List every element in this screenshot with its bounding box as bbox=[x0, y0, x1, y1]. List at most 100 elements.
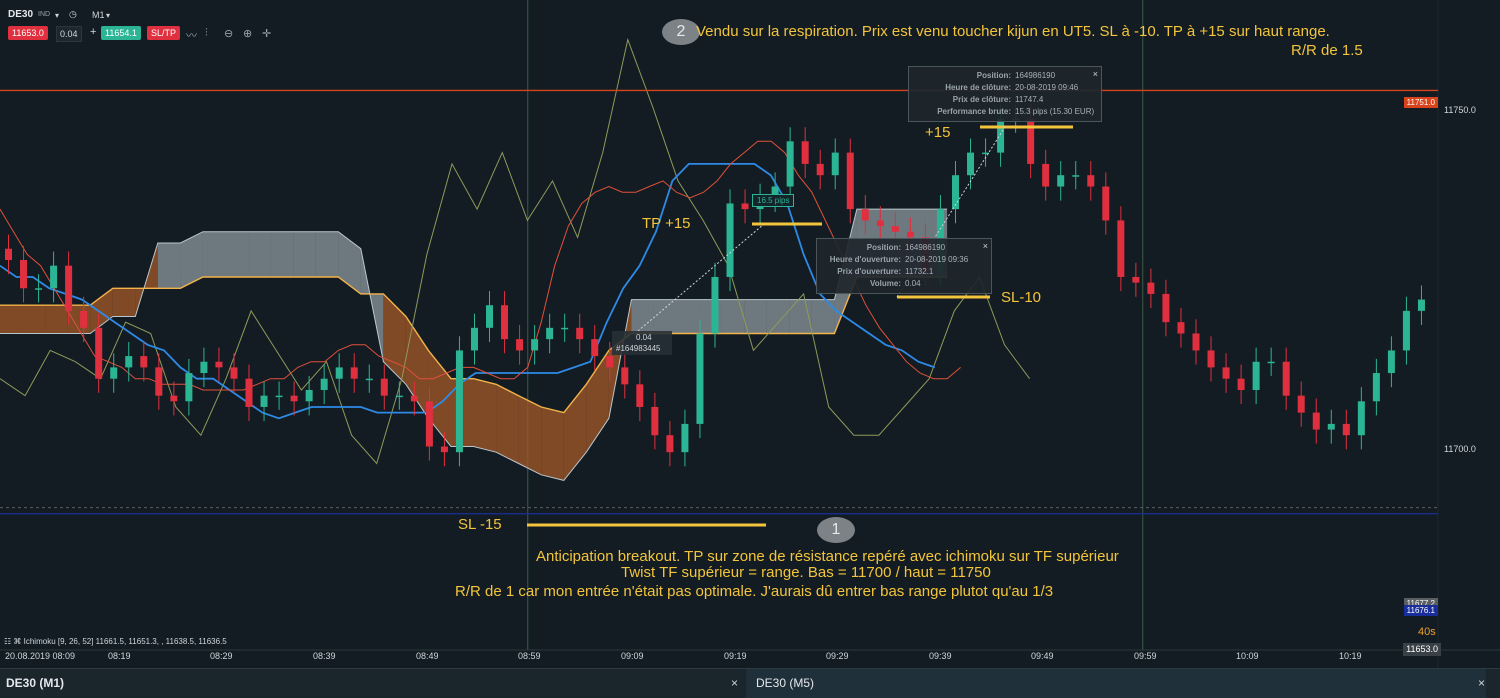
close-icon[interactable]: × bbox=[1478, 676, 1486, 690]
close-icon[interactable]: × bbox=[1092, 69, 1098, 79]
sltp-button[interactable]: SL/TP bbox=[147, 26, 181, 40]
candle-body bbox=[651, 406, 659, 436]
candle-body bbox=[380, 378, 388, 396]
order-tag-id: #164983445 bbox=[616, 344, 661, 353]
candle-body bbox=[215, 361, 223, 368]
annotation-text-1-line3: R/R de 1 car mon entrée n'était pas opti… bbox=[455, 583, 1054, 600]
candle-body bbox=[1042, 163, 1050, 187]
candle-body bbox=[831, 152, 839, 176]
symbol-label[interactable]: DE30 bbox=[8, 9, 34, 20]
candle-body bbox=[50, 265, 58, 289]
annotation-sl10: SL-10 bbox=[1001, 289, 1042, 306]
plus-icon[interactable]: + bbox=[90, 26, 97, 38]
candle-body bbox=[696, 333, 704, 424]
pips-tag: 16.5 pips bbox=[752, 194, 795, 207]
tooltip-row: Position: 164986190 bbox=[866, 243, 946, 252]
tooltip-close-position: × Position: 164986190 Heure de clôture: 20… bbox=[908, 66, 1102, 122]
candle-body bbox=[260, 395, 268, 407]
annotation-text-1-line1: Anticipation breakout. TP sur zone de ré… bbox=[536, 548, 1119, 565]
indicator-label[interactable]: ☷ ⌘ Ichimoku [9, 26, 52] 11661.5, 11651.… bbox=[4, 637, 227, 646]
candle-body bbox=[1222, 367, 1230, 379]
close-icon[interactable]: × bbox=[982, 241, 988, 251]
candle-body bbox=[591, 339, 599, 357]
tab-label: DE30 (M5) bbox=[756, 676, 815, 690]
kumo-segment bbox=[563, 384, 587, 481]
candle-body bbox=[666, 435, 674, 453]
candle-body bbox=[1117, 220, 1125, 277]
tooltip-row: Performance brute: 15.3 pips (15.30 EUR) bbox=[937, 107, 1095, 116]
candle-body bbox=[486, 305, 494, 328]
chevron-down-icon[interactable]: ▾ bbox=[55, 11, 60, 20]
crosshair-icon[interactable]: ✛ bbox=[262, 28, 272, 40]
candle-body bbox=[606, 356, 614, 368]
chart-toolbar: DE30 IND ▾ ◷ M1 ▾ 11653.0 0.04 + 11654.1… bbox=[0, 0, 300, 44]
tooltip-row: Heure d'ouverture: 20-08-2019 09:36 bbox=[829, 255, 969, 264]
candle-body bbox=[1312, 412, 1320, 430]
price-axis-label: 11750.0 bbox=[1444, 105, 1476, 115]
time-axis-label: 08:49 bbox=[416, 651, 439, 661]
indicator-icon[interactable]: ☷ ⌘ bbox=[4, 637, 24, 646]
candle-body bbox=[1132, 276, 1140, 283]
candle-body bbox=[1342, 423, 1350, 436]
time-axis-label: 08:39 bbox=[313, 651, 336, 661]
candle-body bbox=[1387, 350, 1395, 374]
candle-body bbox=[1162, 293, 1170, 323]
candle-body bbox=[455, 350, 463, 453]
timeframe-chevron-icon[interactable]: ▾ bbox=[106, 11, 111, 20]
line-chart-icon[interactable]: 〰 bbox=[186, 30, 197, 42]
candle-body bbox=[1252, 361, 1260, 390]
kumo-segment bbox=[248, 231, 271, 277]
candle-body bbox=[110, 367, 118, 379]
annotation-text-2-line1: Vendu sur la respiration. Prix est venu … bbox=[696, 23, 1330, 40]
candle-body bbox=[1207, 350, 1215, 368]
time-axis-label: 08:19 bbox=[108, 651, 131, 661]
chikou-span-line bbox=[0, 37, 1031, 465]
candle-body bbox=[335, 367, 343, 379]
candle-body bbox=[65, 265, 73, 311]
kumo-segment bbox=[0, 305, 23, 334]
candle-body bbox=[1177, 322, 1185, 334]
kumo-segment bbox=[541, 406, 564, 481]
candle-body bbox=[621, 367, 629, 385]
kumo-segment bbox=[293, 231, 316, 277]
tooltip-row: Volume: 0.04 bbox=[870, 279, 921, 288]
indicators-icon[interactable]: ⫶ bbox=[205, 27, 208, 39]
kumo-segment bbox=[157, 243, 181, 289]
candle-body bbox=[816, 163, 824, 176]
candle-body bbox=[1087, 175, 1095, 187]
close-icon[interactable]: × bbox=[731, 676, 739, 690]
timeframe-select[interactable]: M1 bbox=[92, 10, 105, 20]
candle-body bbox=[531, 339, 539, 351]
tooltip-row: Prix d'ouverture: 11732.1 bbox=[837, 267, 934, 276]
zoom-out-icon[interactable]: ⊖ bbox=[224, 28, 234, 40]
candle-body bbox=[230, 367, 238, 379]
time-axis-label: 10:19 bbox=[1339, 651, 1362, 661]
tab-de30-m1[interactable]: DE30 (M1) bbox=[6, 676, 65, 690]
zoom-in-icon[interactable]: ⊕ bbox=[243, 28, 253, 40]
candle-countdown: 40s bbox=[1418, 626, 1436, 638]
candle-body bbox=[771, 186, 779, 198]
annotation-plus15: +15 bbox=[925, 124, 951, 141]
candle-body bbox=[891, 226, 899, 232]
price-chart[interactable] bbox=[0, 0, 1500, 668]
clock-icon[interactable]: ◷ bbox=[69, 9, 77, 19]
order-tag[interactable]: 0.04 #164983445 bbox=[612, 331, 672, 355]
candle-body bbox=[1327, 423, 1335, 430]
kumo-segment bbox=[45, 305, 68, 334]
buy-price-button[interactable]: 11654.1 bbox=[101, 26, 141, 40]
kumo-segment bbox=[518, 395, 542, 475]
tab-de30-m5[interactable]: DE30 (M5) bbox=[746, 669, 1486, 698]
sell-price-button[interactable]: 11653.0 bbox=[8, 26, 48, 40]
tooltip-row: Heure de clôture: 20-08-2019 09:46 bbox=[945, 83, 1079, 92]
candle-body bbox=[861, 209, 869, 221]
time-axis-label: 09:49 bbox=[1031, 651, 1054, 661]
annotation-text-1-line2: Twist TF supérieur = range. Bas = 11700 … bbox=[621, 564, 991, 581]
candle-body bbox=[711, 276, 719, 334]
candle-body bbox=[1072, 175, 1080, 177]
kumo-segment bbox=[270, 231, 294, 277]
price-axis-label: 11700.0 bbox=[1444, 444, 1476, 454]
candle-body bbox=[425, 401, 433, 447]
candle-body bbox=[80, 310, 88, 328]
trade-link-1 bbox=[637, 223, 765, 332]
kumo-segment bbox=[22, 305, 46, 334]
